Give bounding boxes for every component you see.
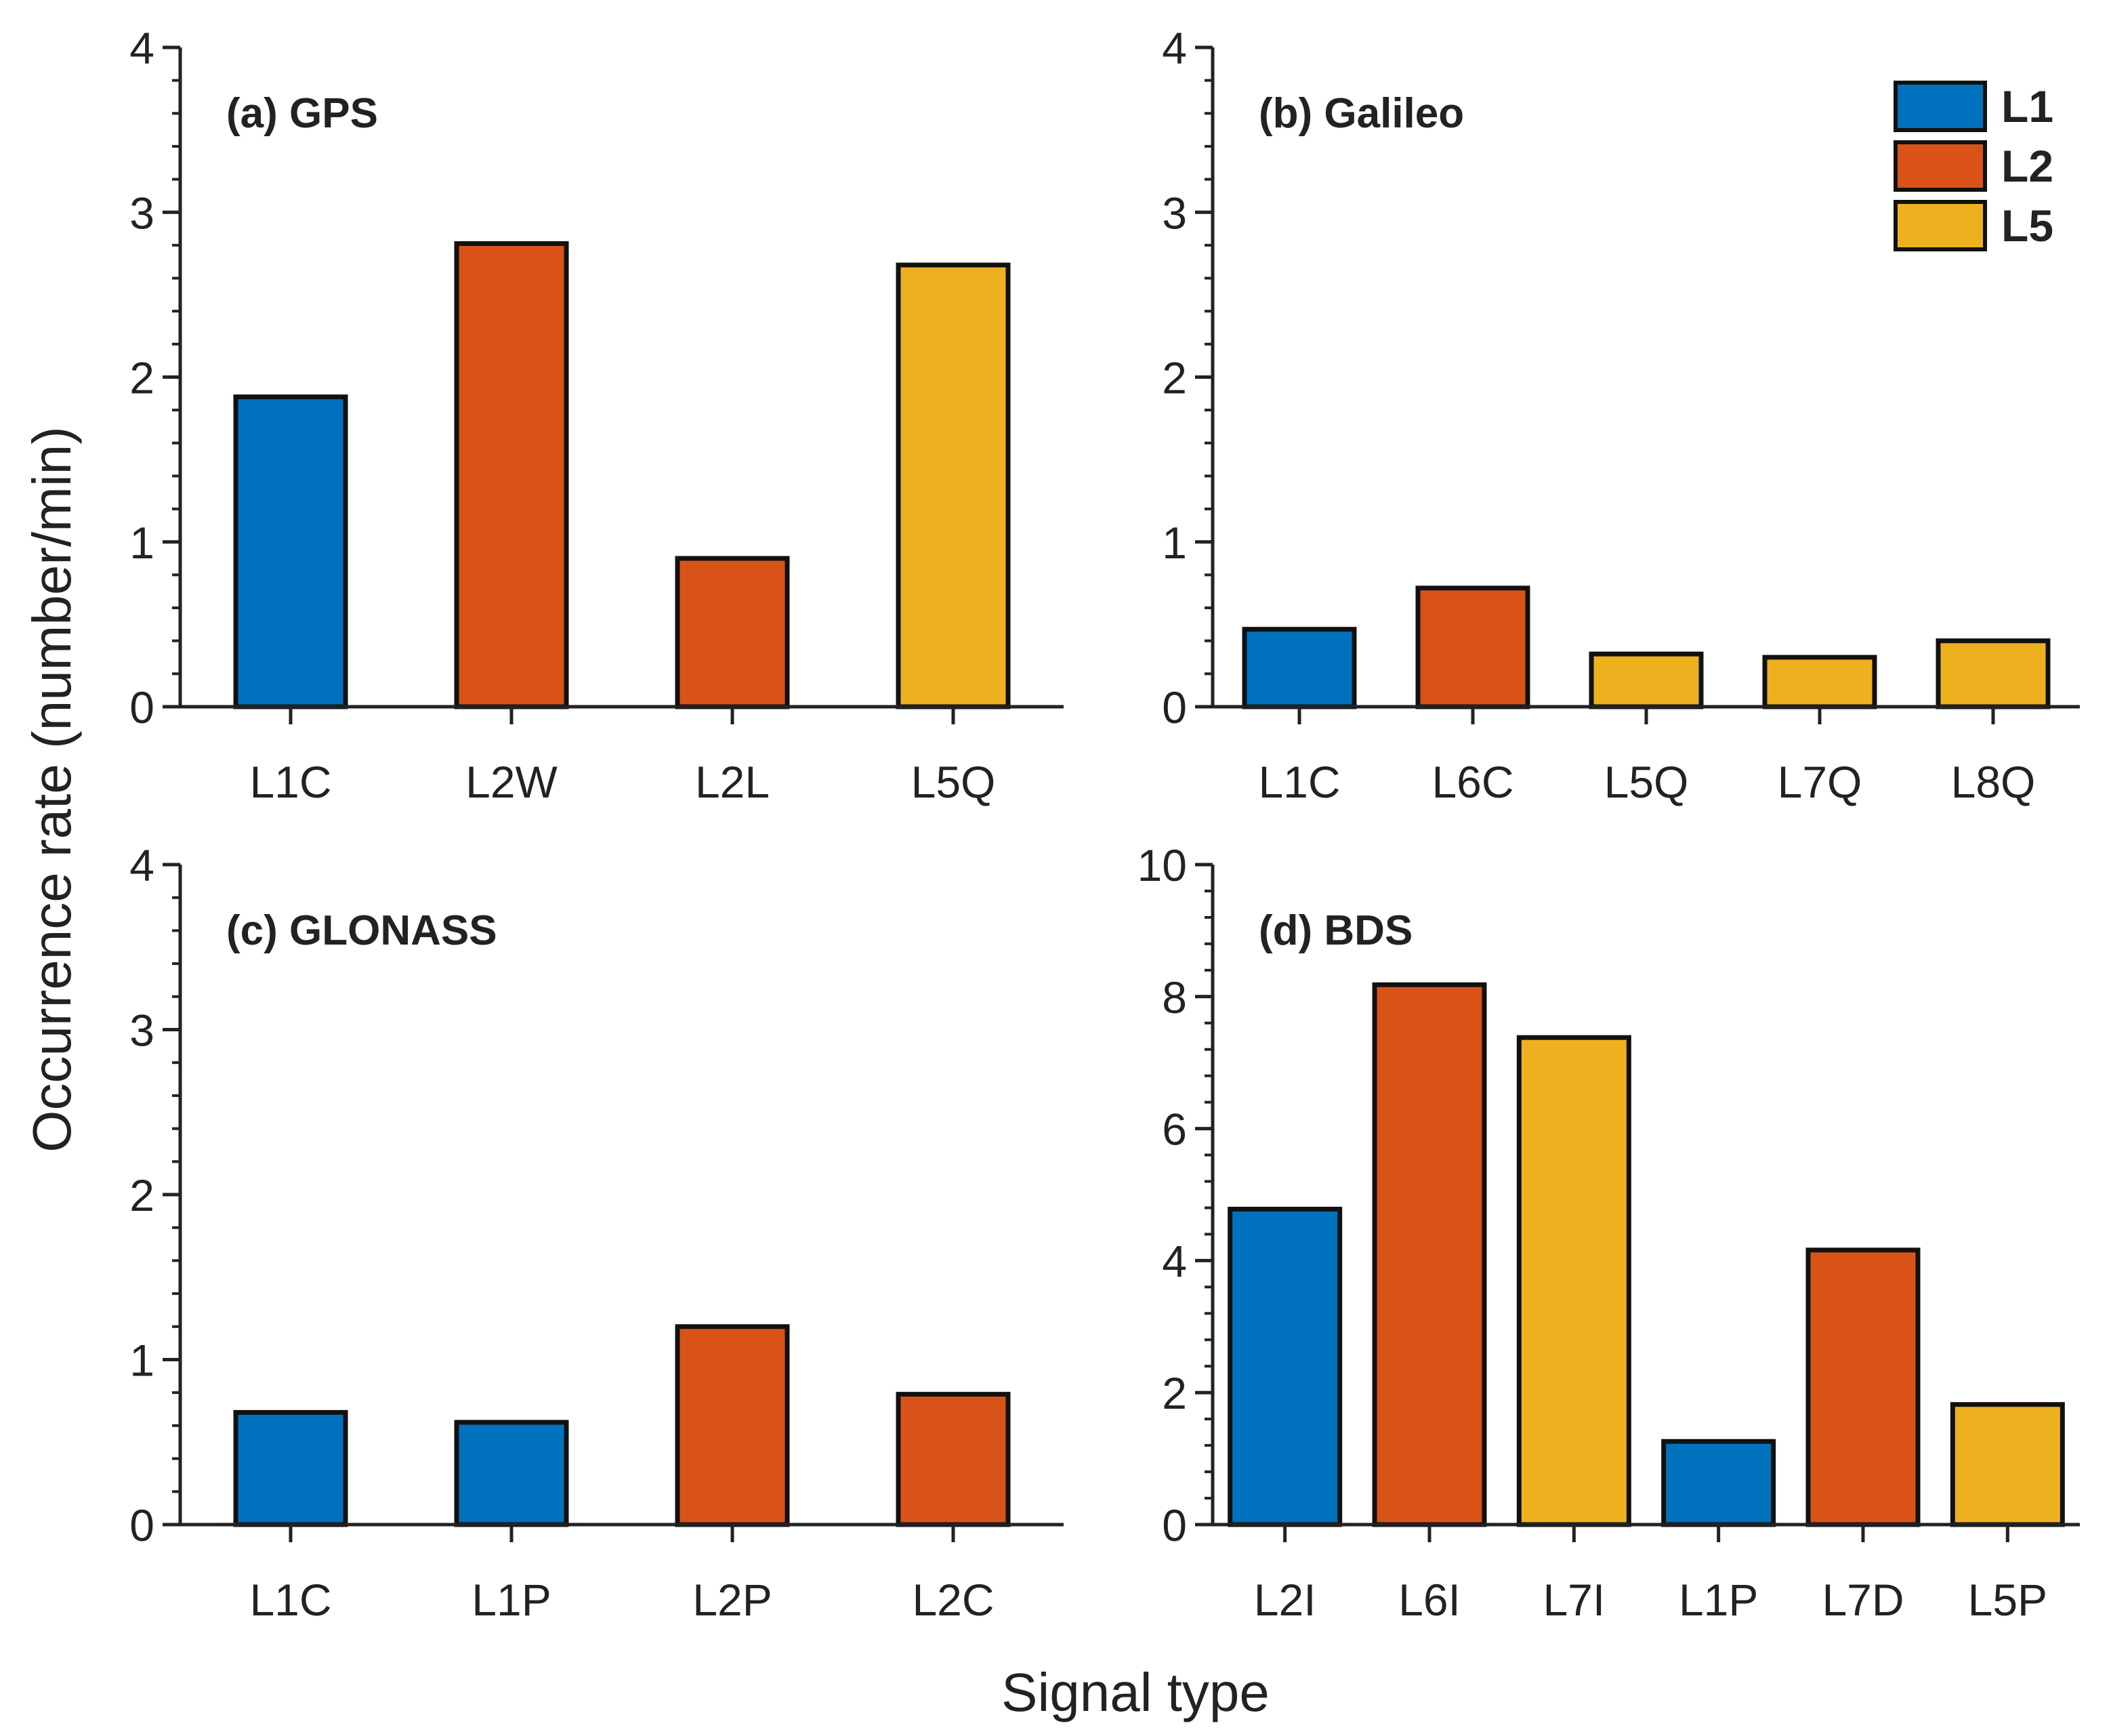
bar-l8q: [1936, 638, 2051, 709]
bar-l1p: [1661, 1439, 1776, 1527]
bar-l2w: [454, 241, 569, 709]
y-tick-label: 8: [1162, 972, 1187, 1022]
x-tick-label: L7D: [1822, 1575, 1904, 1625]
y-axis-title: Occurrence rate (number/min): [22, 426, 82, 1152]
x-tick-label: L2W: [465, 757, 558, 807]
y-tick-label: 4: [129, 23, 154, 73]
x-tick-label: L7I: [1543, 1575, 1605, 1625]
legend-swatch-l1: [1894, 81, 1987, 132]
y-tick-label: 2: [129, 353, 154, 403]
y-tick-label: 4: [1162, 23, 1187, 73]
x-axis-title: Signal type: [1001, 1662, 1270, 1722]
y-tick-label: 1: [1162, 518, 1187, 568]
y-tick-label: 3: [129, 1006, 154, 1056]
bar-l2c: [896, 1392, 1011, 1527]
bar-l2i: [1228, 1206, 1343, 1527]
legend: L1 L2 L5: [1894, 81, 2053, 251]
x-tick-label: L5P: [1968, 1575, 2047, 1625]
panel-3: 0 1 2 3 4 L1C L1P L2P L2C (c) GLONASS: [129, 840, 1064, 1625]
x-tick-label: L6I: [1398, 1575, 1461, 1625]
y-tick-label: 1: [129, 1336, 154, 1386]
x-tick-label: L5Q: [1604, 757, 1689, 807]
bar-l7i: [1516, 1035, 1631, 1527]
panel-4: 0 2 4 6 8 10 L2I L6I L7I L1P L7D L5P (d) BDS: [1137, 840, 2080, 1625]
x-tick-label: L5Q: [911, 757, 996, 807]
y-tick-label: 4: [129, 840, 154, 890]
legend-swatch-l5: [1894, 200, 1987, 251]
y-tick-label: 0: [1162, 1500, 1187, 1550]
y-tick-label: 3: [129, 188, 154, 238]
y-tick-label: 2: [129, 1170, 154, 1220]
bar-l1c: [1242, 627, 1357, 709]
x-tick-label: L7Q: [1778, 757, 1862, 807]
bar-l5p: [1950, 1402, 2065, 1527]
bar-l1c: [233, 394, 348, 709]
bar-l7q: [1762, 655, 1877, 709]
panel-title: (d) BDS: [1259, 907, 1413, 954]
y-tick-label: 0: [129, 682, 154, 732]
y-tick-label: 1: [129, 518, 154, 568]
legend-label-l5: L5: [2001, 201, 2053, 251]
bar-l6c: [1415, 585, 1530, 709]
x-tick-label: L1P: [472, 1575, 551, 1625]
panel-2: 0 1 2 3 4 L1C L6C L5Q L7Q L8Q (b) Galileo: [1162, 23, 2080, 807]
x-tick-label: L2I: [1254, 1575, 1316, 1625]
x-tick-label: L1C: [1258, 757, 1340, 807]
bar-l5q: [1589, 651, 1704, 709]
bar-l2l: [675, 556, 790, 709]
legend-label-l1: L1: [2001, 81, 2053, 131]
x-tick-label: L1C: [249, 757, 331, 807]
x-tick-label: L1C: [249, 1575, 331, 1625]
panel-title: (c) GLONASS: [226, 907, 497, 954]
x-tick-label: L2C: [912, 1575, 994, 1625]
y-tick-label: 2: [1162, 1368, 1187, 1418]
y-tick-label: 2: [1162, 353, 1187, 403]
x-tick-label: L2P: [692, 1575, 772, 1625]
y-tick-label: 3: [1162, 188, 1187, 238]
x-tick-label: L8Q: [1951, 757, 2036, 807]
y-tick-label: 6: [1162, 1104, 1187, 1155]
y-tick-label: 0: [1162, 682, 1187, 732]
legend-label-l2: L2: [2001, 141, 2053, 191]
bar-l7d: [1805, 1247, 1921, 1527]
x-tick-label: L1P: [1679, 1575, 1758, 1625]
panels: 0 1 2 3 4 L1C L2W L2L L5Q (a) GPS 0 1 2 3 4 L1C L6C L5Q L7…: [129, 23, 2080, 1625]
panel-title: (a) GPS: [226, 90, 378, 137]
y-tick-label: 0: [129, 1500, 154, 1550]
legend-swatch-l2: [1894, 140, 1987, 192]
bar-l6i: [1372, 982, 1487, 1527]
bar-l5q: [896, 262, 1011, 709]
panel-title: (b) Galileo: [1259, 90, 1464, 137]
y-tick-label: 10: [1137, 840, 1187, 890]
panel-1: 0 1 2 3 4 L1C L2W L2L L5Q (a) GPS: [129, 23, 1064, 807]
bar-l2p: [675, 1324, 790, 1527]
x-tick-label: L6C: [1431, 757, 1513, 807]
x-tick-label: L2L: [695, 757, 770, 807]
bar-l1c: [233, 1409, 348, 1527]
bar-l1p: [454, 1420, 569, 1527]
y-tick-label: 4: [1162, 1236, 1187, 1286]
